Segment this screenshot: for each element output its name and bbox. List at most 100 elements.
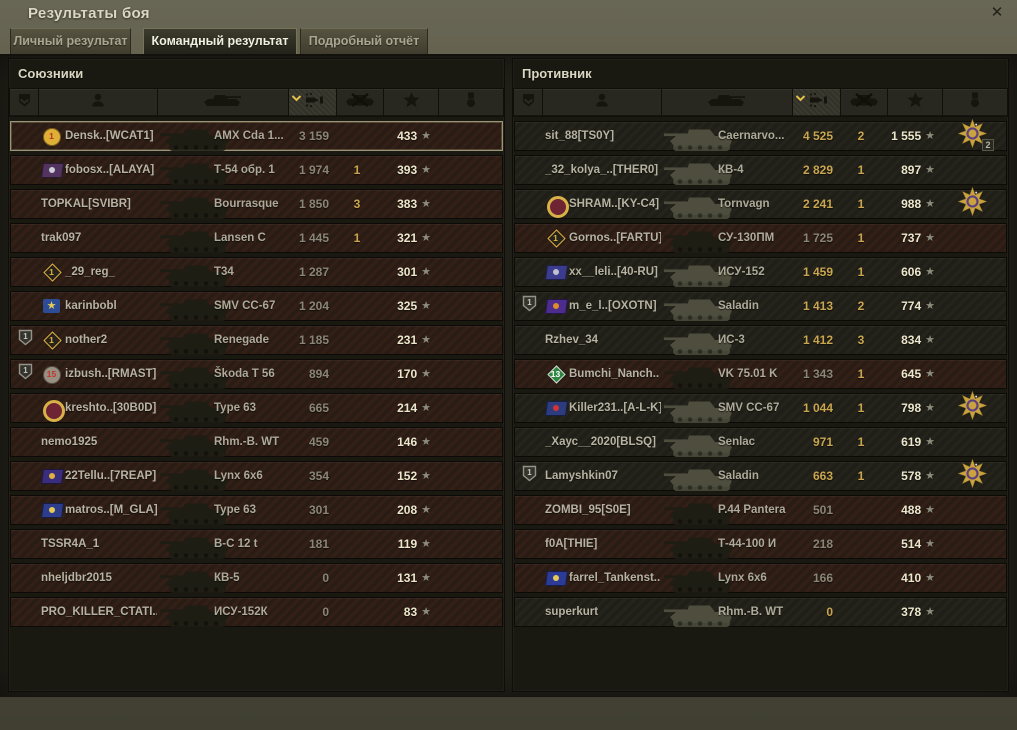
xp-star-icon: ★: [925, 605, 935, 618]
medal-icon: [968, 91, 982, 114]
table-row[interactable]: fobosx..[ALAYA] Т-54 обр. 1 1 974 1 393 ★: [10, 155, 503, 185]
tab-team-result[interactable]: Командный результат: [143, 28, 297, 54]
rank-badge-cell: 1: [11, 360, 39, 388]
damage-value: 0: [826, 605, 833, 619]
medal-cell: [434, 564, 502, 592]
xp-value: 897: [901, 163, 922, 177]
col-header-rank[interactable]: [514, 89, 542, 116]
table-row[interactable]: 1 1 nother2 Renegade 1 185 231 ★: [10, 325, 503, 355]
table-row[interactable]: nemo1925 Rhm.-B. WT 459 146 ★: [10, 427, 503, 457]
xp-value: 737: [901, 231, 922, 245]
col-header-player[interactable]: [543, 89, 661, 116]
medal-cell: [938, 360, 1006, 388]
xp-cell: 645 ★: [884, 360, 938, 388]
col-header-xp[interactable]: [888, 89, 942, 116]
col-header-damage[interactable]: [793, 89, 840, 116]
table-row[interactable]: ★ karinbobl SMV CC-67 1 204 325 ★: [10, 291, 503, 321]
vehicle-cell: Senlac: [661, 428, 791, 457]
medal-cell: [938, 186, 1006, 218]
xp-star-icon: ★: [421, 265, 431, 278]
col-header-vehicle[interactable]: [158, 89, 288, 116]
table-row[interactable]: _Хаус__2020[BLSQ] Senlac 971 1 619 ★: [514, 427, 1007, 457]
close-icon[interactable]: ✕: [990, 4, 1004, 21]
vehicle-cell: Saladin: [661, 462, 791, 491]
table-row[interactable]: xx__leli..[40-RU] ИСУ-152 1 459 1 606 ★: [514, 257, 1007, 287]
table-row[interactable]: PRO_KILLER_CTATI.. ИСУ-152К 0 83 ★: [10, 597, 503, 627]
table-row[interactable]: ZOMBI_95[S0E] P.44 Pantera 501 488 ★: [514, 495, 1007, 525]
col-header-xp[interactable]: [384, 89, 438, 116]
kills-value: 1: [857, 367, 865, 381]
vehicle-name: Т-54 обр. 1: [214, 164, 275, 176]
player-name: ZOMBI_95[S0E]: [545, 504, 631, 516]
table-row[interactable]: 1 _29_reg_ Т34 1 287 301 ★: [10, 257, 503, 287]
kills-cell: 2: [838, 122, 884, 150]
kills-value: 1: [857, 469, 865, 483]
table-row[interactable]: nheljdbr2015 КВ-5 0 131 ★: [10, 563, 503, 593]
player-cell: PRO_KILLER_CTATI..: [39, 598, 157, 626]
table-row[interactable]: 1 Densk..[WCAT1] AMX Cda 1... 3 159 433 ★: [10, 121, 503, 151]
table-row[interactable]: Killer231..[A-L-K] SMV CC-67 1 044 1 798 ★: [514, 390, 1007, 423]
xp-value: 433: [397, 129, 418, 143]
damage-value: 1 287: [298, 265, 329, 279]
kills-cell: [334, 496, 380, 524]
xp-star-icon: ★: [925, 299, 935, 312]
table-row[interactable]: f0A[THIE] Т-44-100 И 218 514 ★: [514, 529, 1007, 559]
player-name: sit_88[TS0Y]: [545, 130, 615, 142]
table-row[interactable]: TSSR4A_1 B-C 12 t 181 119 ★: [10, 529, 503, 559]
table-row[interactable]: matros..[M_GLA] Type 63 301 208 ★: [10, 495, 503, 525]
xp-value: 170: [397, 367, 418, 381]
vehicle-cell: Т-54 обр. 1: [157, 156, 287, 185]
table-row[interactable]: 1 Gornos..[FARTU] СУ-130ПМ 1 725 1 737 ★: [514, 223, 1007, 253]
vehicle-cell: Lynx 6x6: [157, 462, 287, 491]
vehicle-name: P.44 Pantera: [718, 504, 786, 516]
player-cell: 22Tellu..[7REAP]: [39, 462, 157, 490]
table-row[interactable]: TOPKAL[SVIBR] Bourrasque 1 850 3 383 ★: [10, 189, 503, 219]
xp-cell: 410 ★: [884, 564, 938, 592]
tab-detailed-report[interactable]: Подробный отчёт: [300, 28, 428, 54]
table-row[interactable]: Rzhev_34 ИС-3 1 412 3 834 ★: [514, 325, 1007, 355]
player-name: kreshto..[30B0D]: [65, 402, 157, 414]
rank-badge-cell: [515, 598, 543, 626]
kills-value: 3: [353, 197, 361, 211]
vehicle-cell: Т34: [157, 258, 287, 287]
table-row[interactable]: 22Tellu..[7REAP] Lynx 6x6 354 152 ★: [10, 461, 503, 491]
tab-personal-result[interactable]: Личный результат: [10, 28, 131, 54]
medal-icon: [464, 91, 478, 114]
col-header-medal[interactable]: [943, 89, 1007, 116]
table-row[interactable]: 1 Lamyshkin07 Saladin 663 1 578 ★: [514, 458, 1007, 491]
xp-value: 1 555: [891, 129, 922, 143]
kills-value: 1: [857, 401, 865, 415]
col-header-kills[interactable]: [841, 89, 887, 116]
rank-badge-icon: [519, 91, 538, 115]
table-row[interactable]: trak097 Lansen C 1 445 1 321 ★: [10, 223, 503, 253]
player-name: superkurt: [545, 606, 599, 618]
table-row[interactable]: SHRAM..[KY-C4] Tornvagn 2 241 1 988 ★: [514, 186, 1007, 219]
damage-cell: 1 343: [791, 360, 838, 388]
table-row[interactable]: 1 m_e_l..[OXOTN] Saladin 1 413 2 774 ★: [514, 291, 1007, 321]
xp-star-icon: ★: [925, 571, 935, 584]
table-row[interactable]: sit_88[TS0Y] Caernarvo... 4 525 2 1 555 ★ 2: [514, 118, 1007, 151]
table-row[interactable]: 1 15 izbush..[RMAST] Škoda T 56 894 170 ★: [10, 359, 503, 389]
player-name: Lamyshkin07: [545, 470, 618, 482]
xp-value: 393: [397, 163, 418, 177]
vehicle-cell: AMX Cda 1...: [157, 122, 287, 151]
xp-star-icon: ★: [925, 469, 935, 482]
epic-medal-icon: [956, 185, 989, 223]
table-row[interactable]: 13 Bumchi_Nanch.. VK 75.01 K 1 343 1 645 ★: [514, 359, 1007, 389]
col-header-player[interactable]: [39, 89, 157, 116]
table-row[interactable]: _32_kolya_..[THER0] КВ-4 2 829 1 897 ★: [514, 155, 1007, 185]
xp-value: 798: [901, 401, 922, 415]
col-header-rank[interactable]: [10, 89, 38, 116]
table-row[interactable]: superkurt Rhm.-B. WT 0 378 ★: [514, 597, 1007, 627]
col-header-medal[interactable]: [439, 89, 503, 116]
table-row[interactable]: farrel_Tankenst.. Lynx 6x6 166 410 ★: [514, 563, 1007, 593]
player-cell: _Хаус__2020[BLSQ]: [543, 428, 661, 456]
col-header-kills[interactable]: [337, 89, 383, 116]
xp-value: 383: [397, 197, 418, 211]
col-header-vehicle[interactable]: [662, 89, 792, 116]
col-header-damage[interactable]: [289, 89, 336, 116]
rank-badge-cell: [515, 564, 543, 592]
table-row[interactable]: kreshto..[30B0D] Type 63 665 214 ★: [10, 393, 503, 423]
xp-star-icon: ★: [925, 129, 935, 142]
player-name: m_e_l..[OXOTN]: [569, 300, 657, 312]
